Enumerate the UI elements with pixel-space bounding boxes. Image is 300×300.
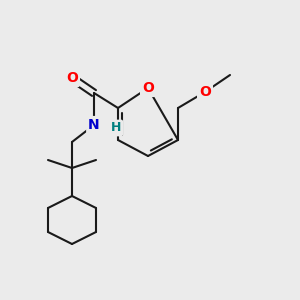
Text: O: O [66,71,78,85]
Text: O: O [199,85,211,99]
Text: O: O [142,81,154,95]
Text: N: N [88,118,100,132]
Text: H: H [111,122,121,134]
